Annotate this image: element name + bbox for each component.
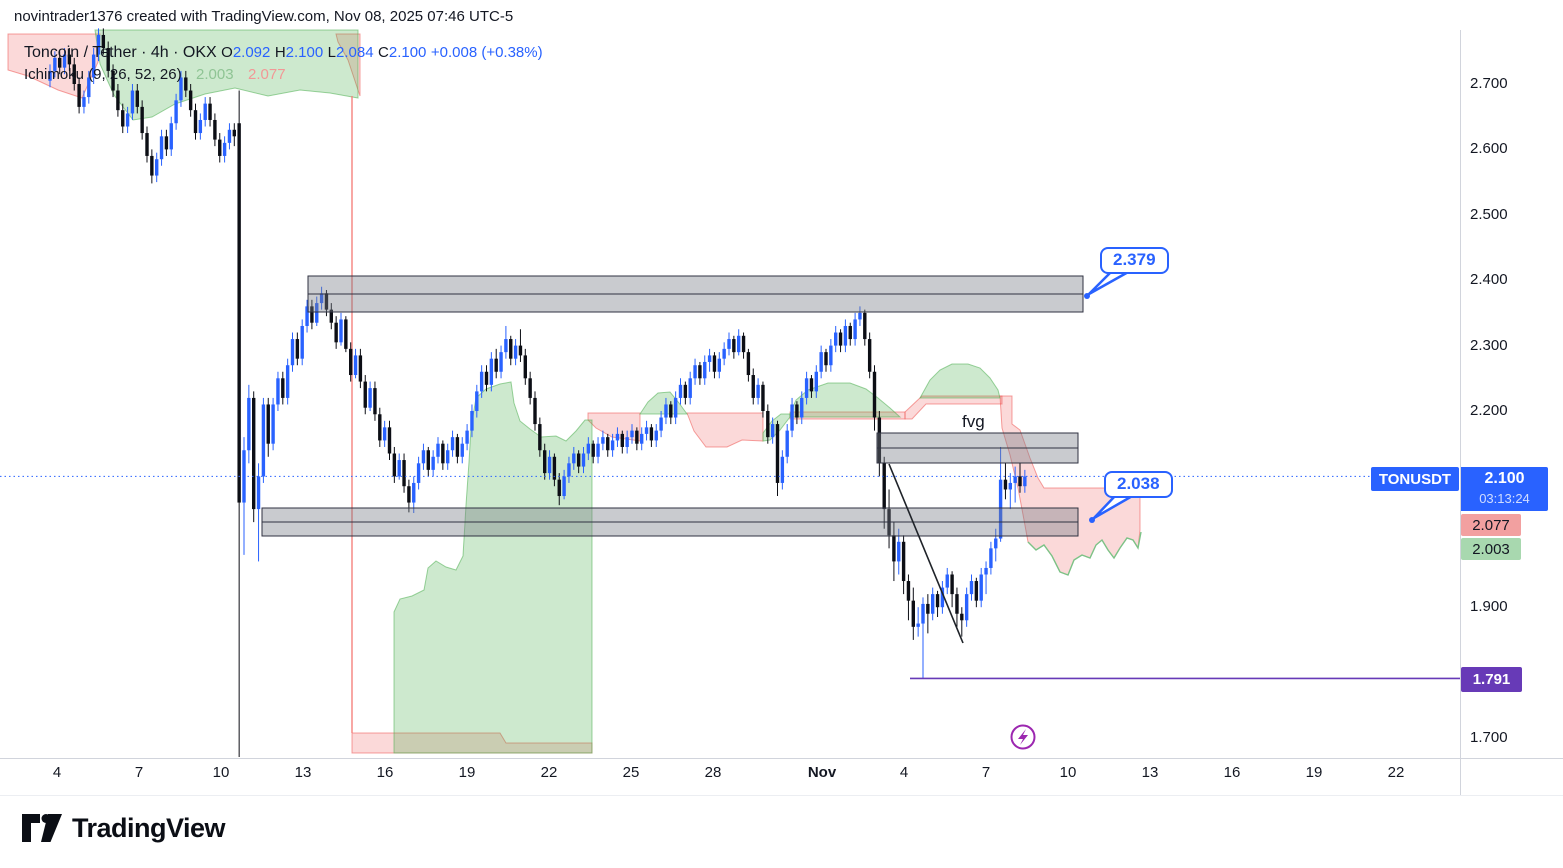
time-tick-label: 25 [622,764,640,781]
time-tick-label: 13 [1141,764,1159,781]
symbol-title[interactable]: Toncoin / Tether [24,44,137,61]
indicator-span-a-value: 2.003 [196,66,234,83]
callout-pointer [1084,269,1132,299]
price-tick-label: 2.300 [1470,336,1508,354]
high-value: 2.100 [285,44,324,61]
symbol-price-flag[interactable]: TONUSDT [1371,467,1459,491]
time-tick-label: 16 [376,764,394,781]
trendline[interactable] [888,463,964,644]
time-axis-separator [0,758,1563,759]
demand-zone-2038[interactable] [261,507,1079,537]
tradingview-logo-icon[interactable] [20,810,62,846]
time-tick-label: 19 [458,764,476,781]
price-callout-2379[interactable]: 2.379 [1100,247,1169,274]
ichimoku-cloud [7,29,1142,754]
close-value: 2.100 [388,44,427,61]
time-tick-label: 19 [1305,764,1323,781]
ichimoku-span-a-price-label: 2.003 [1461,538,1521,560]
price-tick-label: 1.700 [1470,729,1508,746]
legend-symbol-row[interactable]: Toncoin / Tether · 4h · OKX O2.092 H2.10… [24,44,543,61]
last-price-label[interactable]: 2.100 03:13:24 [1461,467,1548,511]
time-tick-label: Nov [807,764,837,781]
ohlc-values: O2.092 H2.100 L2.084 C2.100 +0.008 (+0.3… [221,44,543,61]
ray-price-label: 1.791 [1461,667,1522,692]
time-tick-label: 10 [212,764,230,781]
tradingview-logo-text[interactable]: TradingView [72,812,226,843]
open-value: 2.092 [232,44,271,61]
chart-legend: Toncoin / Tether · 4h · OKX O2.092 H2.10… [24,42,543,86]
price-tick-label: 2.600 [1470,140,1508,158]
legend-indicator-row[interactable]: Ichimoku (9, 26, 52, 26) 2.003 2.077 [24,64,543,86]
price-tick-label: 1.900 [1470,598,1508,616]
last-price-value: 2.100 [1484,470,1525,487]
bar-countdown: 03:13:24 [1479,491,1530,506]
fvg-text-label[interactable]: fvg [962,412,985,431]
ichimoku-span-b-price-label: 2.077 [1461,514,1521,536]
attribution-text: novintrader1376 created with TradingView… [14,8,514,25]
price-axis-separator[interactable] [1460,30,1461,795]
indicator-span-b-value: 2.077 [248,66,286,83]
time-tick-label: 16 [1223,764,1241,781]
price-tick-label: 2.400 [1470,271,1508,289]
price-callout-2038[interactable]: 2.038 [1104,471,1173,498]
price-tick-label: 2.500 [1470,205,1508,223]
time-tick-label: 4 [899,764,909,781]
indicator-name[interactable]: Ichimoku (9, 26, 52, 26) [24,66,182,83]
time-tick-label: 4 [52,764,62,781]
time-tick-label: 10 [1059,764,1077,781]
change-value: +0.008 (+0.38%) [430,44,543,61]
fvg-zone[interactable] [876,432,1079,464]
price-chart[interactable] [0,0,1563,796]
interval-label[interactable]: 4h [150,44,169,61]
supply-zone-2379[interactable] [307,275,1084,313]
time-tick-label: 28 [704,764,722,781]
time-tick-label: 7 [134,764,144,781]
time-tick-label: 7 [981,764,991,781]
low-value: 2.084 [336,44,374,61]
candles [48,28,1027,757]
exchange-label: OKX [182,44,217,61]
time-tick-label: 22 [540,764,558,781]
lightning-icon[interactable] [1010,724,1036,750]
footer-bar: TradingView [20,810,226,846]
footer-separator [0,795,1563,796]
price-tick-label: 2.700 [1470,75,1508,92]
time-tick-label: 22 [1387,764,1405,781]
price-tick-label: 2.200 [1470,402,1508,419]
time-tick-label: 13 [294,764,312,781]
